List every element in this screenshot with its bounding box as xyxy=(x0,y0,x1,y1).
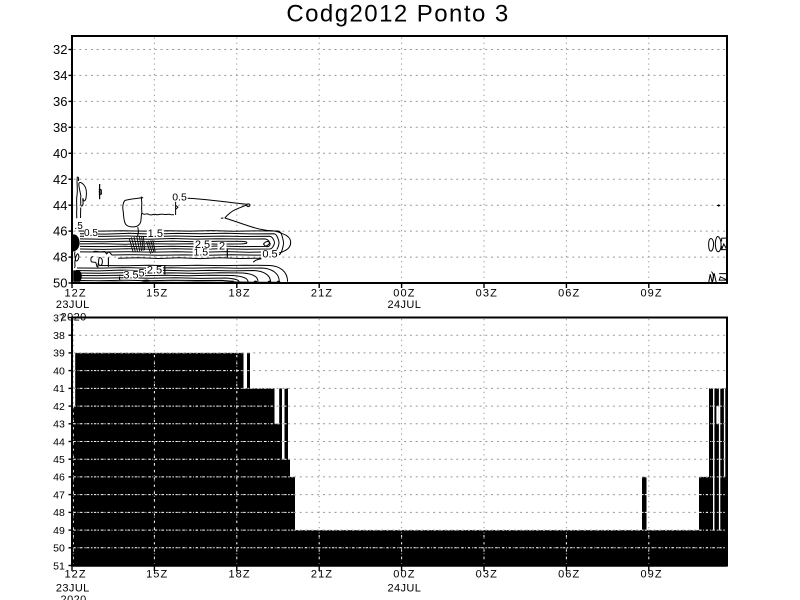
svg-text:49: 49 xyxy=(53,525,65,537)
svg-text:47: 47 xyxy=(53,489,65,501)
svg-text:12Z: 12Z xyxy=(64,568,86,580)
svg-text:40: 40 xyxy=(53,365,65,377)
svg-text:03Z: 03Z xyxy=(476,287,498,299)
svg-text:5: 5 xyxy=(139,267,145,279)
svg-text:18Z: 18Z xyxy=(228,287,250,299)
svg-text:18Z: 18Z xyxy=(228,568,250,580)
svg-text:2020: 2020 xyxy=(61,311,87,323)
svg-text:38: 38 xyxy=(53,330,65,342)
svg-text:46: 46 xyxy=(53,224,67,239)
svg-text:40: 40 xyxy=(53,146,67,161)
svg-text:44: 44 xyxy=(53,436,65,448)
svg-text:09Z: 09Z xyxy=(640,568,662,580)
svg-text:43: 43 xyxy=(53,419,65,431)
svg-text:Codg2012 Ponto 3: Codg2012 Ponto 3 xyxy=(286,1,509,28)
svg-text:15Z: 15Z xyxy=(146,287,168,299)
svg-text:44: 44 xyxy=(53,198,67,213)
svg-text:23JUL: 23JUL xyxy=(56,299,90,311)
svg-text:0.5: 0.5 xyxy=(84,228,98,239)
svg-text:48: 48 xyxy=(53,250,67,265)
svg-text:23JUL: 23JUL xyxy=(56,583,90,595)
svg-text:0.5: 0.5 xyxy=(172,192,187,204)
svg-text:00Z: 00Z xyxy=(393,568,415,580)
svg-text:21Z: 21Z xyxy=(311,287,333,299)
svg-text:32: 32 xyxy=(53,42,67,57)
svg-text:36: 36 xyxy=(53,94,67,109)
svg-text:2: 2 xyxy=(219,241,225,253)
svg-text:51: 51 xyxy=(53,560,65,572)
svg-text:24JUL: 24JUL xyxy=(388,299,422,311)
svg-text:06Z: 06Z xyxy=(558,287,580,299)
svg-text:2.5: 2.5 xyxy=(147,265,162,277)
svg-text:09Z: 09Z xyxy=(640,287,662,299)
svg-text:50: 50 xyxy=(53,543,65,555)
svg-text:1.5: 1.5 xyxy=(193,246,208,258)
svg-text:42: 42 xyxy=(53,401,65,413)
svg-text:39: 39 xyxy=(53,348,65,360)
svg-text:38: 38 xyxy=(53,120,67,135)
svg-text:2.5: 2.5 xyxy=(195,239,210,251)
svg-text:.5: .5 xyxy=(74,221,83,232)
svg-text:3.5: 3.5 xyxy=(123,269,138,281)
svg-text:2020: 2020 xyxy=(61,594,87,600)
svg-text:00Z: 00Z xyxy=(393,287,415,299)
svg-text:48: 48 xyxy=(53,507,65,519)
svg-text:0.5: 0.5 xyxy=(262,248,277,260)
svg-text:15Z: 15Z xyxy=(146,568,168,580)
svg-text:50: 50 xyxy=(53,276,67,291)
svg-text:42: 42 xyxy=(53,172,67,187)
svg-text:12Z: 12Z xyxy=(64,287,86,299)
svg-text:46: 46 xyxy=(53,472,65,484)
svg-text:03Z: 03Z xyxy=(476,568,498,580)
svg-text:34: 34 xyxy=(53,68,67,83)
svg-text:41: 41 xyxy=(53,383,65,395)
svg-text:45: 45 xyxy=(53,454,65,466)
svg-text:06Z: 06Z xyxy=(558,568,580,580)
svg-text:37: 37 xyxy=(53,312,65,324)
svg-text:1.5: 1.5 xyxy=(148,228,163,240)
svg-text:21Z: 21Z xyxy=(311,568,333,580)
svg-text:24JUL: 24JUL xyxy=(388,583,422,595)
